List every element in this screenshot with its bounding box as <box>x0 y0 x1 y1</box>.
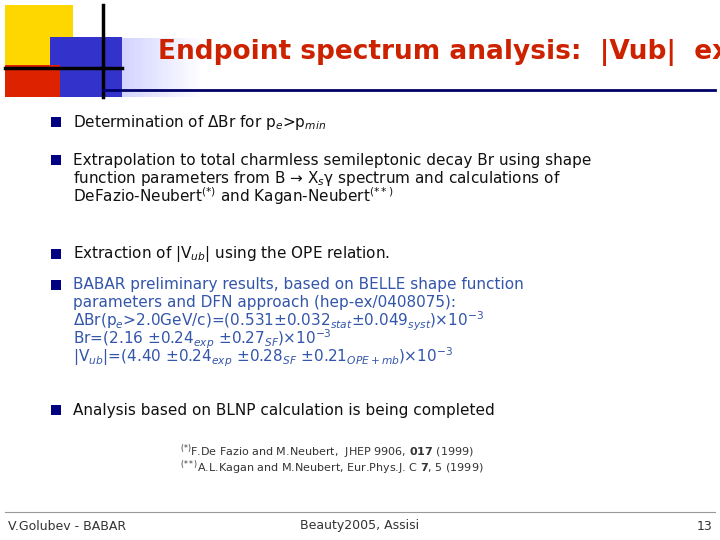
Bar <box>51 280 61 290</box>
Bar <box>50 37 122 97</box>
Bar <box>184 38 187 97</box>
Text: BABAR preliminary results, based on BELLE shape function: BABAR preliminary results, based on BELL… <box>73 278 523 293</box>
Text: 13: 13 <box>696 519 712 532</box>
Bar <box>168 38 171 97</box>
Bar <box>51 249 61 259</box>
Bar <box>129 38 132 97</box>
Bar <box>190 38 194 97</box>
Bar <box>145 38 148 97</box>
Bar <box>151 38 155 97</box>
Text: Br=(2.16 ±0.24$_{exp}$ ±0.27$_{SF}$)×10$^{-3}$: Br=(2.16 ±0.24$_{exp}$ ±0.27$_{SF}$)×10$… <box>73 327 332 350</box>
Bar <box>122 38 125 97</box>
Bar <box>5 5 73 68</box>
Bar <box>51 155 61 165</box>
Bar <box>120 38 122 97</box>
Bar <box>125 38 129 97</box>
Bar <box>51 117 61 127</box>
Bar <box>5 65 60 97</box>
Bar <box>103 38 107 97</box>
Bar <box>109 38 113 97</box>
Bar <box>155 38 158 97</box>
Bar <box>161 38 164 97</box>
Bar <box>113 38 116 97</box>
Text: Determination of ΔBr for p$_e$>p$_{min}$: Determination of ΔBr for p$_e$>p$_{min}$ <box>73 112 326 132</box>
Bar <box>142 38 145 97</box>
Bar <box>174 38 177 97</box>
Bar <box>197 38 200 97</box>
Bar <box>116 38 120 97</box>
Bar <box>138 38 142 97</box>
Bar <box>187 38 190 97</box>
Bar <box>164 38 168 97</box>
Text: Beauty2005, Assisi: Beauty2005, Assisi <box>300 519 420 532</box>
Text: Analysis based on BLNP calculation is being completed: Analysis based on BLNP calculation is be… <box>73 402 495 417</box>
Text: Endpoint spectrum analysis:  |Vub|  extraction: Endpoint spectrum analysis: |Vub| extrac… <box>158 38 720 65</box>
Bar <box>132 38 135 97</box>
Text: function parameters from B → X$_s$γ spectrum and calculations of: function parameters from B → X$_s$γ spec… <box>73 168 561 187</box>
Bar <box>107 38 109 97</box>
Bar <box>181 38 184 97</box>
Bar <box>51 405 61 415</box>
Text: Extraction of |V$_{ub}$| using the OPE relation.: Extraction of |V$_{ub}$| using the OPE r… <box>73 244 390 264</box>
Bar <box>158 38 161 97</box>
Bar <box>148 38 151 97</box>
Text: |V$_{ub}$|=(4.40 ±0.24$_{exp}$ ±0.28$_{SF}$ ±0.21$_{OPE+ mb}$)×10$^{-3}$: |V$_{ub}$|=(4.40 ±0.24$_{exp}$ ±0.28$_{S… <box>73 346 453 369</box>
Text: Extrapolation to total charmless semileptonic decay Br using shape: Extrapolation to total charmless semilep… <box>73 152 591 167</box>
Bar <box>194 38 197 97</box>
Text: parameters and DFN approach (hep-ex/0408075):: parameters and DFN approach (hep-ex/0408… <box>73 295 456 310</box>
Text: $^{(**)}$A.L.Kagan and M.Neubert, Eur.Phys.J. C $\bf{7}$, 5 (1999): $^{(**)}$A.L.Kagan and M.Neubert, Eur.Ph… <box>180 458 484 477</box>
Bar <box>171 38 174 97</box>
Text: DeFazio-Neubert$^{(*)}$ and Kagan-Neubert$^{(**)}$: DeFazio-Neubert$^{(*)}$ and Kagan-Neuber… <box>73 185 393 207</box>
Bar <box>5 67 50 97</box>
Text: V.Golubev - BABAR: V.Golubev - BABAR <box>8 519 126 532</box>
Bar <box>135 38 138 97</box>
Text: ΔBr(p$_e$>2.0GeV/c)=(0.531±0.032$_{stat}$±0.049$_{syst}$)×10$^{-3}$: ΔBr(p$_e$>2.0GeV/c)=(0.531±0.032$_{stat}… <box>73 309 484 333</box>
Bar <box>177 38 181 97</box>
Text: $^{(*)}$F.De Fazio and M.Neubert,  JHEP 9906, $\bf{017}$ (1999): $^{(*)}$F.De Fazio and M.Neubert, JHEP 9… <box>180 443 474 461</box>
